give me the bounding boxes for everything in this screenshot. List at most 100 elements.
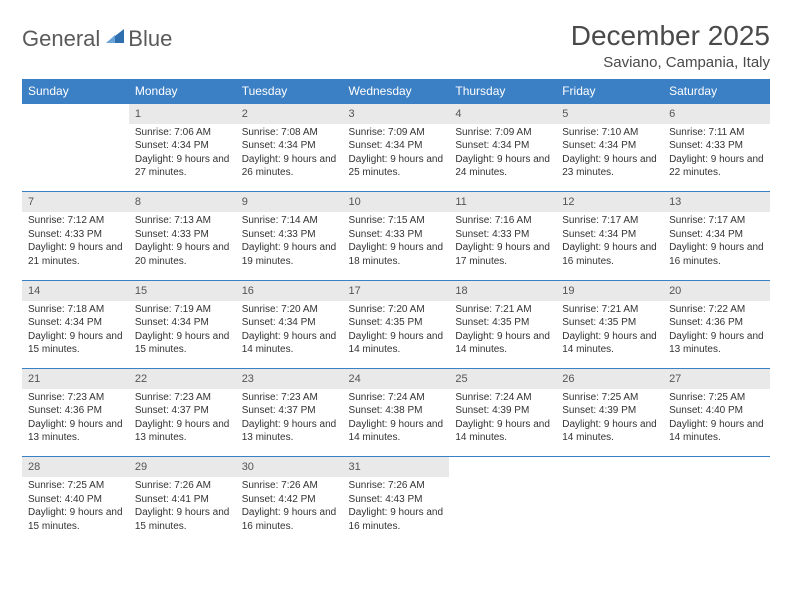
week-daynum-row: 78910111213 — [22, 192, 770, 212]
day-number-cell: 2 — [236, 104, 343, 124]
col-tuesday: Tuesday — [236, 79, 343, 104]
sunset-text: Sunset: 4:34 PM — [349, 139, 444, 153]
daylight-text: Daylight: 9 hours and 13 minutes. — [135, 418, 230, 445]
sunset-text: Sunset: 4:35 PM — [455, 316, 550, 330]
sunset-text: Sunset: 4:34 PM — [562, 139, 657, 153]
day-number-cell: 7 — [22, 192, 129, 212]
day-detail-cell: Sunrise: 7:25 AMSunset: 4:39 PMDaylight:… — [556, 389, 663, 457]
daylight-text: Daylight: 9 hours and 20 minutes. — [135, 241, 230, 268]
sunset-text: Sunset: 4:33 PM — [135, 228, 230, 242]
day-number-cell: 11 — [449, 192, 556, 212]
sunset-text: Sunset: 4:43 PM — [349, 493, 444, 507]
logo-text-general: General — [22, 26, 100, 52]
sunrise-text: Sunrise: 7:14 AM — [242, 214, 337, 228]
day-detail-cell: Sunrise: 7:16 AMSunset: 4:33 PMDaylight:… — [449, 212, 556, 280]
day-detail-cell: Sunrise: 7:22 AMSunset: 4:36 PMDaylight:… — [663, 301, 770, 369]
day-number-cell: 26 — [556, 369, 663, 389]
day-number-cell: 24 — [343, 369, 450, 389]
day-detail-cell: Sunrise: 7:26 AMSunset: 4:42 PMDaylight:… — [236, 477, 343, 545]
sunset-text: Sunset: 4:36 PM — [28, 404, 123, 418]
day-number-cell: 14 — [22, 280, 129, 300]
daylight-text: Daylight: 9 hours and 16 minutes. — [562, 241, 657, 268]
day-detail-cell: Sunrise: 7:10 AMSunset: 4:34 PMDaylight:… — [556, 124, 663, 192]
sunset-text: Sunset: 4:34 PM — [242, 139, 337, 153]
sunrise-text: Sunrise: 7:24 AM — [455, 391, 550, 405]
day-detail-cell: Sunrise: 7:09 AMSunset: 4:34 PMDaylight:… — [343, 124, 450, 192]
day-detail-cell: Sunrise: 7:23 AMSunset: 4:37 PMDaylight:… — [236, 389, 343, 457]
sunset-text: Sunset: 4:37 PM — [135, 404, 230, 418]
day-number-cell: 9 — [236, 192, 343, 212]
day-detail-cell: Sunrise: 7:17 AMSunset: 4:34 PMDaylight:… — [556, 212, 663, 280]
day-number-cell: 15 — [129, 280, 236, 300]
sunset-text: Sunset: 4:33 PM — [455, 228, 550, 242]
day-detail-cell: Sunrise: 7:21 AMSunset: 4:35 PMDaylight:… — [449, 301, 556, 369]
calendar-body: 123456Sunrise: 7:06 AMSunset: 4:34 PMDay… — [22, 104, 770, 546]
day-number-cell: 8 — [129, 192, 236, 212]
daylight-text: Daylight: 9 hours and 25 minutes. — [349, 153, 444, 180]
daylight-text: Daylight: 9 hours and 27 minutes. — [135, 153, 230, 180]
daylight-text: Daylight: 9 hours and 16 minutes. — [242, 506, 337, 533]
day-detail-cell — [449, 477, 556, 545]
logo-sail-icon — [104, 27, 126, 50]
sunset-text: Sunset: 4:39 PM — [562, 404, 657, 418]
day-detail-cell: Sunrise: 7:21 AMSunset: 4:35 PMDaylight:… — [556, 301, 663, 369]
day-detail-cell: Sunrise: 7:20 AMSunset: 4:34 PMDaylight:… — [236, 301, 343, 369]
sunset-text: Sunset: 4:33 PM — [669, 139, 764, 153]
sunrise-text: Sunrise: 7:25 AM — [669, 391, 764, 405]
day-detail-cell: Sunrise: 7:14 AMSunset: 4:33 PMDaylight:… — [236, 212, 343, 280]
day-number-cell: 27 — [663, 369, 770, 389]
sunrise-text: Sunrise: 7:10 AM — [562, 126, 657, 140]
sunset-text: Sunset: 4:35 PM — [349, 316, 444, 330]
day-number-cell: 3 — [343, 104, 450, 124]
day-number-cell: 1 — [129, 104, 236, 124]
daylight-text: Daylight: 9 hours and 14 minutes. — [455, 330, 550, 357]
day-number-cell: 22 — [129, 369, 236, 389]
daylight-text: Daylight: 9 hours and 21 minutes. — [28, 241, 123, 268]
daylight-text: Daylight: 9 hours and 16 minutes. — [669, 241, 764, 268]
sunset-text: Sunset: 4:37 PM — [242, 404, 337, 418]
daylight-text: Daylight: 9 hours and 19 minutes. — [242, 241, 337, 268]
sunset-text: Sunset: 4:36 PM — [669, 316, 764, 330]
sunset-text: Sunset: 4:34 PM — [242, 316, 337, 330]
sunrise-text: Sunrise: 7:08 AM — [242, 126, 337, 140]
day-number-cell: 28 — [22, 457, 129, 477]
day-detail-cell: Sunrise: 7:18 AMSunset: 4:34 PMDaylight:… — [22, 301, 129, 369]
location-text: Saviano, Campania, Italy — [571, 54, 770, 71]
daylight-text: Daylight: 9 hours and 15 minutes. — [135, 330, 230, 357]
daylight-text: Daylight: 9 hours and 13 minutes. — [28, 418, 123, 445]
sunset-text: Sunset: 4:33 PM — [349, 228, 444, 242]
day-detail-cell: Sunrise: 7:26 AMSunset: 4:43 PMDaylight:… — [343, 477, 450, 545]
day-number-cell: 18 — [449, 280, 556, 300]
col-monday: Monday — [129, 79, 236, 104]
col-saturday: Saturday — [663, 79, 770, 104]
week-detail-row: Sunrise: 7:25 AMSunset: 4:40 PM Daylight:… — [22, 477, 770, 545]
sunrise-text: Sunrise: 7:25 AM — [562, 391, 657, 405]
daylight-text: Daylight: 9 hours and 13 minutes. — [242, 418, 337, 445]
day-detail-cell — [22, 124, 129, 192]
week-detail-row: Sunrise: 7:23 AMSunset: 4:36 PMDaylight:… — [22, 389, 770, 457]
week-detail-row: Sunrise: 7:18 AMSunset: 4:34 PMDaylight:… — [22, 301, 770, 369]
sunrise-text: Sunrise: 7:09 AM — [349, 126, 444, 140]
sunrise-text: Sunrise: 7:25 AM — [28, 479, 123, 493]
weekday-header-row: Sunday Monday Tuesday Wednesday Thursday… — [22, 79, 770, 104]
sunset-text: Sunset: 4:39 PM — [455, 404, 550, 418]
sunrise-text: Sunrise: 7:19 AM — [135, 303, 230, 317]
daylight-text: Daylight: 9 hours and 14 minutes. — [669, 418, 764, 445]
day-number-cell: 25 — [449, 369, 556, 389]
sunrise-text: Sunrise: 7:21 AM — [455, 303, 550, 317]
sunset-text: Sunset: 4:42 PM — [242, 493, 337, 507]
day-number-cell: 31 — [343, 457, 450, 477]
day-detail-cell: Sunrise: 7:08 AMSunset: 4:34 PMDaylight:… — [236, 124, 343, 192]
sunset-text: Sunset: 4:41 PM — [135, 493, 230, 507]
sunset-text: Sunset: 4:33 PM — [28, 228, 123, 242]
sunset-text: Sunset: 4:40 PM — [28, 493, 123, 507]
col-sunday: Sunday — [22, 79, 129, 104]
logo: General Blue — [22, 26, 172, 52]
daylight-text: Daylight: 9 hours and 15 minutes. — [28, 330, 123, 357]
sunrise-text: Sunrise: 7:16 AM — [455, 214, 550, 228]
day-number-cell: 10 — [343, 192, 450, 212]
daylight-text: Daylight: 9 hours and 18 minutes. — [349, 241, 444, 268]
sunset-text: Sunset: 4:34 PM — [28, 316, 123, 330]
day-detail-cell: Sunrise: 7:23 AMSunset: 4:36 PMDaylight:… — [22, 389, 129, 457]
day-detail-cell: Sunrise: 7:24 AMSunset: 4:39 PMDaylight:… — [449, 389, 556, 457]
